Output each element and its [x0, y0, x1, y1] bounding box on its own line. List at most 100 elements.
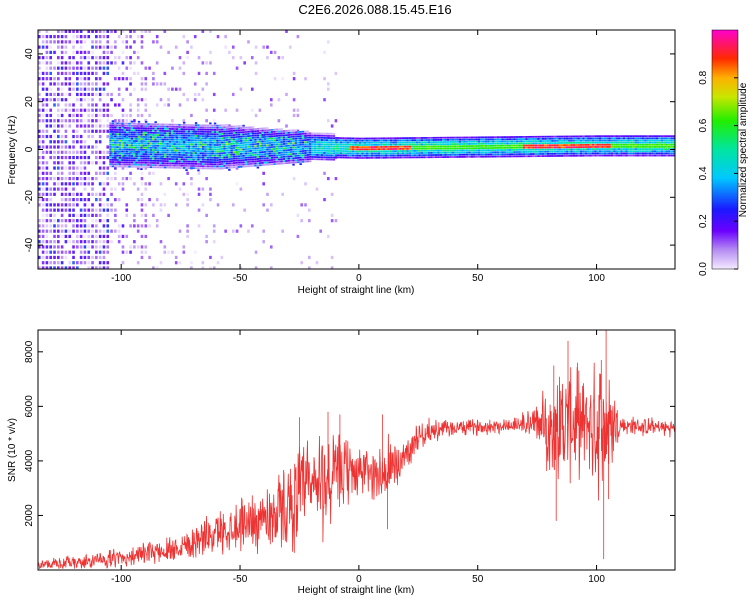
heatmap-cell — [615, 135, 618, 138]
heatmap-cell — [156, 132, 160, 134]
heatmap-cell — [125, 250, 129, 254]
heatmap-cell — [230, 151, 233, 154]
heatmap-cell — [237, 157, 241, 160]
heatmap-cell — [625, 139, 628, 142]
heatmap-cell — [270, 131, 274, 133]
heatmap-cell — [231, 229, 235, 233]
heatmap-cell — [308, 208, 311, 212]
heatmap-cell — [658, 148, 661, 150]
heatmap-cell — [349, 143, 352, 146]
heatmap-cell — [98, 108, 102, 112]
heatmap-cell — [482, 140, 485, 143]
heatmap-cell — [91, 261, 94, 265]
heatmap-cell — [118, 157, 122, 159]
heatmap-cell — [159, 203, 163, 207]
heatmap-cell — [204, 143, 207, 146]
heatmap-cell — [311, 138, 314, 141]
heatmap-cell — [601, 150, 604, 153]
heatmap-cell — [140, 61, 144, 65]
heatmap-cell — [114, 126, 117, 129]
heatmap-cell — [610, 139, 614, 142]
heatmap-cell — [568, 152, 571, 155]
heatmap-cell — [199, 152, 203, 155]
heatmap-cell — [308, 151, 312, 154]
heatmap-cell — [118, 144, 122, 146]
heatmap-cell — [289, 161, 293, 164]
heatmap-cell — [60, 108, 64, 112]
heatmap-cell — [579, 141, 583, 144]
heatmap-cell — [244, 146, 248, 148]
heatmap-cell — [182, 132, 186, 135]
heatmap-cell — [411, 152, 414, 155]
heatmap-cell — [192, 128, 195, 131]
heatmap-cell — [249, 141, 252, 144]
heatmap-cell — [154, 153, 157, 156]
heatmap-cell — [212, 224, 216, 228]
heatmap-cell — [45, 234, 49, 239]
heatmap-cell — [646, 139, 649, 142]
heatmap-cell — [106, 261, 110, 265]
heatmap-cell — [308, 138, 312, 141]
heatmap-cell — [118, 137, 122, 140]
heatmap-cell — [125, 163, 129, 166]
heatmap-cell — [163, 136, 167, 139]
heatmap-cell — [168, 145, 172, 148]
heatmap-cell — [223, 130, 226, 133]
heatmap-cell — [95, 61, 98, 65]
heatmap-cell — [205, 213, 208, 217]
heatmap-cell — [114, 122, 117, 125]
heatmap-cell — [632, 148, 635, 150]
heatmap-cell — [644, 143, 647, 146]
heatmap-cell — [223, 160, 226, 163]
heatmap-cell — [377, 152, 381, 155]
heatmap-cell — [634, 137, 637, 140]
heatmap-cell — [190, 132, 193, 135]
heatmap-cell — [598, 139, 602, 142]
heatmap-cell — [197, 167, 200, 170]
heatmap-cell — [432, 154, 435, 156]
heatmap-cell — [392, 150, 395, 153]
heatmap-cell — [232, 147, 236, 149]
heatmap-cell — [118, 165, 122, 168]
heatmap-cell — [370, 150, 374, 153]
heatmap-cell — [503, 153, 507, 156]
heatmap-cell — [648, 137, 652, 140]
heatmap-cell — [256, 162, 260, 165]
heatmap-cell — [413, 147, 416, 150]
heatmap-cell — [278, 154, 281, 157]
heatmap-cell — [342, 154, 345, 157]
heatmap-cell — [639, 152, 642, 155]
heatmap-cell — [472, 151, 476, 154]
heatmap-cell — [399, 143, 402, 146]
heatmap-cell — [268, 144, 271, 147]
heatmap-cell — [190, 176, 193, 181]
heatmap-cell — [330, 266, 334, 269]
heatmap-cell — [420, 137, 424, 139]
heatmap-cell — [244, 139, 248, 142]
heatmap-cell — [325, 137, 329, 139]
heatmap-cell — [142, 155, 145, 158]
heatmap-cell — [144, 234, 148, 239]
heatmap-cell — [563, 148, 566, 151]
heatmap-cell — [603, 141, 607, 144]
heatmap-cell — [266, 129, 269, 132]
heatmap-cell — [470, 155, 473, 158]
heatmap-cell — [299, 139, 302, 142]
heatmap-cell — [144, 108, 148, 112]
heatmap-cell — [254, 145, 257, 148]
heatmap-cell — [380, 146, 383, 148]
heatmap-cell — [306, 141, 309, 143]
heatmap-cell — [480, 140, 483, 143]
heatmap-cell — [72, 56, 75, 60]
heatmap-cell — [251, 154, 255, 156]
heatmap-cell — [161, 151, 164, 154]
heatmap-cell — [513, 155, 516, 158]
heatmap-cell — [308, 153, 312, 156]
heatmap-cell — [278, 130, 281, 133]
heatmap-cell — [87, 213, 91, 217]
heatmap-cell — [237, 155, 241, 158]
heatmap-cell — [211, 144, 214, 146]
heatmap-cell — [582, 148, 585, 151]
heatmap-cell — [579, 139, 583, 142]
